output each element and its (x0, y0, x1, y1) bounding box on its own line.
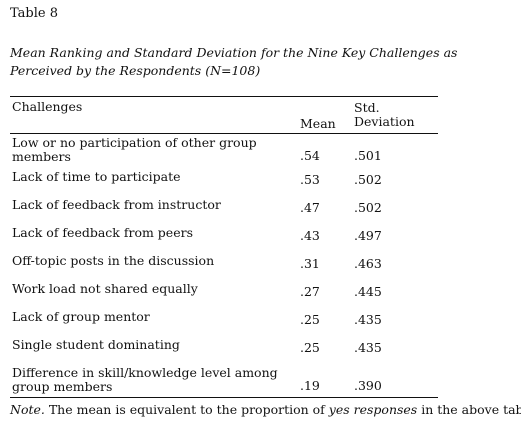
table-row: Single student dominating .25 .435 (0, 338, 440, 366)
challenge-name-line1: Single student dominating (12, 337, 180, 352)
std-deviation-value: .497 (354, 228, 382, 243)
std-deviation-value: .390 (354, 378, 382, 393)
table-row: Difference in skill/knowledge level amon… (0, 366, 440, 394)
challenge-name: Lack of time to participate (12, 170, 292, 184)
header-std-deviation: Std. Deviation (354, 101, 415, 129)
mean-value: .54 (300, 148, 320, 163)
table-row: Lack of feedback from instructor .47 .502 (0, 198, 440, 226)
header-mean: Mean (300, 116, 336, 131)
mean-value: .31 (300, 256, 320, 271)
mean-value: .43 (300, 228, 320, 243)
challenge-name: Difference in skill/knowledge level amon… (12, 366, 292, 394)
table-label: Table 8 (10, 6, 58, 21)
note-emphasis: yes responses (328, 402, 418, 417)
table-row: Work load not shared equally .27 .445 (0, 282, 440, 310)
note-text-after: in the above table. (421, 402, 521, 417)
challenge-name: Work load not shared equally (12, 282, 292, 296)
table-note: Note. The mean is equivalent to the prop… (10, 402, 521, 418)
challenge-name: Lack of feedback from instructor (12, 198, 292, 212)
mean-value: .25 (300, 312, 320, 327)
std-deviation-value: .463 (354, 256, 382, 271)
header-std-line1: Std. (354, 100, 380, 115)
challenge-name: Single student dominating (12, 338, 292, 352)
std-deviation-value: .435 (354, 340, 382, 355)
mean-value: .19 (300, 378, 320, 393)
table-row: Lack of group mentor .25 .435 (0, 310, 440, 338)
challenge-name-line1: Lack of time to participate (12, 169, 181, 184)
challenge-name: Lack of group mentor (12, 310, 292, 324)
table-row: Lack of time to participate .53 .502 (0, 170, 440, 198)
mean-value: .47 (300, 200, 320, 215)
std-deviation-value: .435 (354, 312, 382, 327)
challenge-name: Off-topic posts in the discussion (12, 254, 292, 268)
header-challenges: Challenges (12, 99, 83, 114)
challenge-name-line1: Low or no participation of other group (12, 135, 257, 150)
std-deviation-value: .501 (354, 148, 382, 163)
mean-value: .53 (300, 172, 320, 187)
table-row: Lack of feedback from peers .43 .497 (0, 226, 440, 254)
std-deviation-value: .445 (354, 284, 382, 299)
std-deviation-value: .502 (354, 200, 382, 215)
table-header-rule (10, 133, 438, 134)
mean-value: .27 (300, 284, 320, 299)
mean-value: .25 (300, 340, 320, 355)
challenge-name-line2: group members (12, 379, 113, 394)
challenge-name-line1: Work load not shared equally (12, 281, 198, 296)
challenge-name-line2: members (12, 149, 71, 164)
table-top-rule (10, 96, 438, 97)
challenge-name-line1: Off-topic posts in the discussion (12, 253, 215, 268)
challenge-name-line1: Difference in skill/knowledge level amon… (12, 365, 278, 380)
challenge-name: Lack of feedback from peers (12, 226, 292, 240)
header-std-line2: Deviation (354, 114, 415, 129)
challenge-name-line1: Lack of feedback from peers (12, 225, 193, 240)
table-caption: Mean Ranking and Standard Deviation for … (10, 45, 458, 78)
table-row: Low or no participation of other group me… (0, 136, 440, 164)
challenge-name-line1: Lack of group mentor (12, 309, 150, 324)
table-row: Off-topic posts in the discussion .31 .463 (0, 254, 440, 282)
note-text-before: The mean is equivalent to the proportion… (44, 402, 329, 417)
challenge-name: Low or no participation of other group me… (12, 136, 292, 164)
note-label: Note. (10, 402, 45, 417)
std-deviation-value: .502 (354, 172, 382, 187)
challenge-name-line1: Lack of feedback from instructor (12, 197, 221, 212)
table-bottom-rule (10, 397, 438, 398)
